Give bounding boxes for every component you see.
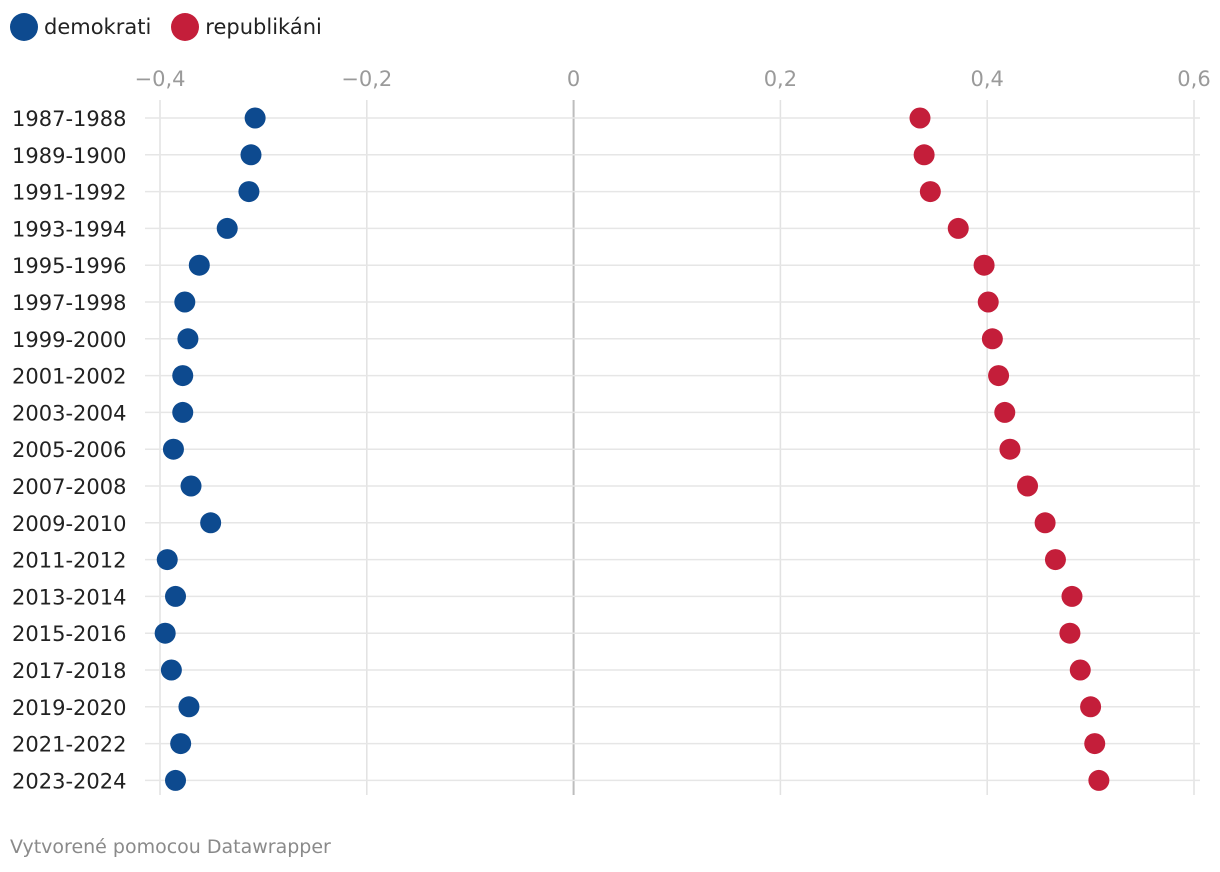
democrats-dot <box>160 659 182 681</box>
republicans-dot <box>1069 659 1091 681</box>
democrats-dot <box>156 549 178 571</box>
y-category-label: 1997-1998 <box>12 291 126 315</box>
x-tick-label: 0 <box>567 67 580 91</box>
republicans-dot <box>1061 585 1083 607</box>
y-category-label: 2001-2002 <box>12 365 126 389</box>
y-category-label: 2007-2008 <box>12 475 126 499</box>
y-category-label: 1995-1996 <box>12 254 126 278</box>
y-category-label: 1987-1988 <box>12 107 126 131</box>
republicans-dot <box>1044 549 1066 571</box>
democrats-dot <box>154 622 176 644</box>
democrats-dot <box>240 144 262 166</box>
democrats-dot <box>165 585 187 607</box>
democrats-dot <box>216 217 238 239</box>
democrats-dot <box>165 769 187 791</box>
republicans-dot <box>1080 696 1102 718</box>
democrats-dot <box>172 365 194 387</box>
legend-swatch-democrats <box>10 13 38 41</box>
republicans-dot <box>973 254 995 276</box>
democrats-dot <box>180 475 202 497</box>
y-category-label: 2003-2004 <box>12 401 126 425</box>
democrats-dot <box>238 181 260 203</box>
republicans-dot <box>919 181 941 203</box>
republicans-dot <box>1017 475 1039 497</box>
republicans-dot <box>994 401 1016 423</box>
y-category-label: 2019-2020 <box>12 696 126 720</box>
legend-label-democrats: demokrati <box>44 15 152 39</box>
y-category-label: 2009-2010 <box>12 512 126 536</box>
republicans-dot <box>1034 512 1056 534</box>
legend-label-republicans: republikáni <box>205 15 322 39</box>
republicans-dot <box>981 328 1003 350</box>
democrats-dot <box>172 401 194 423</box>
republicans-dot <box>913 144 935 166</box>
y-category-label: 1991-1992 <box>12 181 126 205</box>
y-category-label: 2005-2006 <box>12 438 126 462</box>
democrats-dot <box>162 438 184 460</box>
legend-item-republicans: republikáni <box>171 13 322 41</box>
y-category-label: 2011-2012 <box>12 549 126 573</box>
y-category-label: 2021-2022 <box>12 733 126 757</box>
x-tick-label: 0,6 <box>1177 67 1210 91</box>
democrats-dot <box>178 696 200 718</box>
y-category-label: 1999-2000 <box>12 328 126 352</box>
republicans-dot <box>988 365 1010 387</box>
x-tick-label: 0,2 <box>764 67 797 91</box>
republicans-dot <box>909 107 931 129</box>
republicans-dot <box>1084 733 1106 755</box>
legend-item-democrats: demokrati <box>10 13 151 41</box>
republicans-dot <box>1088 769 1110 791</box>
footer-credit: Vytvorené pomocou Datawrapper <box>10 836 331 858</box>
y-category-label: 2015-2016 <box>12 622 126 646</box>
democrats-dot <box>188 254 210 276</box>
republicans-dot <box>1059 622 1081 644</box>
y-category-label: 2023-2024 <box>12 769 126 793</box>
republicans-dot <box>947 217 969 239</box>
legend: demokrati republikáni <box>10 12 322 42</box>
y-category-label: 1989-1900 <box>12 144 126 168</box>
x-tick-label: 0,4 <box>970 67 1003 91</box>
y-category-label: 2017-2018 <box>12 659 126 683</box>
x-tick-label: −0,4 <box>135 67 186 91</box>
democrats-dot <box>177 328 199 350</box>
republicans-dot <box>977 291 999 313</box>
y-category-label: 1993-1994 <box>12 217 126 241</box>
legend-swatch-republicans <box>171 13 200 41</box>
democrats-dot <box>170 733 192 755</box>
x-tick-label: −0,2 <box>341 67 392 91</box>
y-category-label: 2013-2014 <box>12 585 126 609</box>
democrats-dot <box>244 107 266 129</box>
republicans-dot <box>999 438 1021 460</box>
democrats-dot <box>174 291 196 313</box>
democrats-dot <box>200 512 222 534</box>
